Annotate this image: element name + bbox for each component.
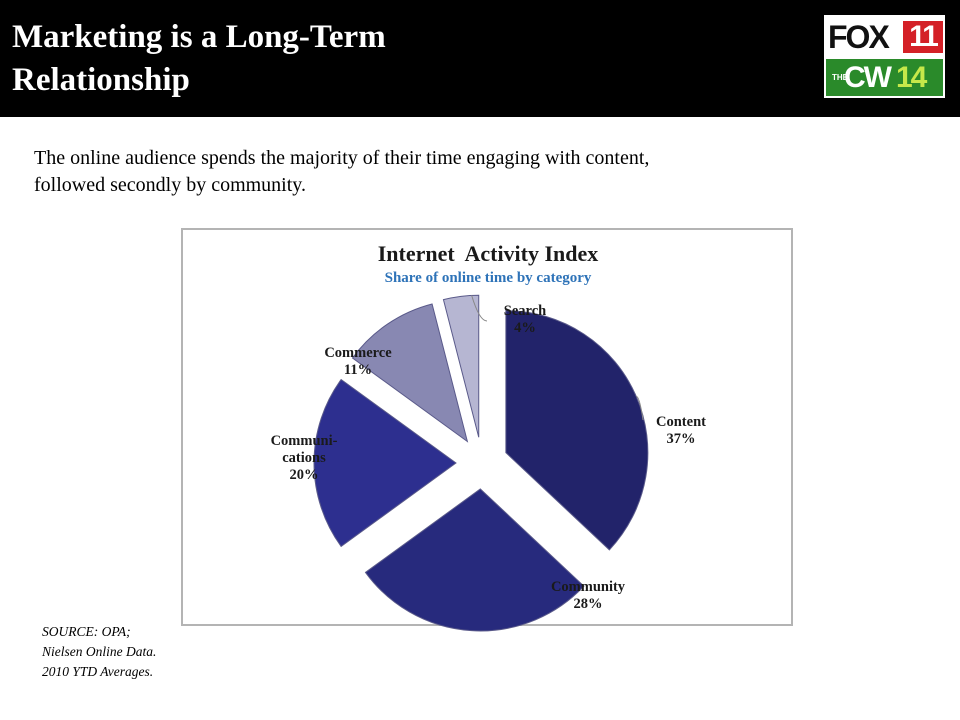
slice-label-line: 37% — [667, 431, 696, 447]
chart-subtitle: Share of online time by category — [385, 270, 592, 286]
slide-title: Marketing is a Long-Term Relationship — [12, 16, 712, 102]
leader-line-search — [471, 295, 488, 322]
pie-slice-communications — [313, 378, 457, 548]
leader-line-content — [635, 395, 644, 421]
slide-title-line-1: Marketing is a Long-Term — [12, 19, 386, 55]
title-bar: Marketing is a Long-Term Relationship FO… — [0, 0, 960, 117]
cw-logo-text: CW — [844, 61, 892, 94]
pie-slice-community — [364, 488, 585, 632]
slice-label-community: Community 28% — [551, 579, 626, 612]
slice-label-line: Community — [551, 579, 626, 595]
station-logo: FOX 11 THE CW 14 — [824, 15, 945, 98]
pie-slice-search — [442, 294, 480, 438]
slice-label-line: cations — [282, 450, 326, 466]
slice-label-line: Search — [504, 303, 546, 319]
intro-text: The online audience spends the majority … — [34, 145, 914, 199]
pie-slice-content — [505, 310, 649, 551]
slide-title-line-2: Relationship — [12, 62, 190, 98]
source-line-1: SOURCE: OPA; — [42, 624, 131, 639]
cw-logo: THE CW 14 — [826, 59, 943, 96]
fox-logo-text: FOX — [828, 19, 890, 55]
cw-logo-number: 14 — [896, 61, 927, 94]
slice-label-line: 11% — [344, 362, 372, 378]
slice-label-content: Content 37% — [656, 414, 706, 447]
cw-logo-prefix: THE — [832, 73, 848, 82]
slice-label-search: Search 4% — [504, 303, 546, 336]
intro-line-1: The online audience spends the majority … — [34, 147, 650, 169]
chart-title: Internet Activity Index — [378, 241, 599, 266]
slice-label-communications: Communi-cations 20% — [271, 433, 338, 483]
fox-logo: FOX 11 — [826, 18, 943, 56]
intro-line-2: followed secondly by community. — [34, 174, 306, 196]
pie-slice-commerce — [351, 303, 469, 443]
source-line-3: 2010 YTD Averages. — [42, 664, 154, 679]
slice-label-line: 28% — [574, 596, 603, 612]
source-line-2: Nielsen Online Data. — [42, 644, 157, 659]
source-note: SOURCE: OPA; Nielsen Online Data. 2010 Y… — [42, 622, 156, 682]
fox-logo-number: 11 — [903, 21, 943, 53]
slice-label-line: Content — [656, 414, 706, 430]
slice-label-line: 4% — [514, 320, 536, 336]
slice-label-line: Communi- — [271, 433, 338, 449]
slice-label-line: 20% — [290, 467, 319, 483]
slice-label-line: Commerce — [324, 345, 392, 361]
slice-label-commerce: Commerce 11% — [324, 345, 392, 378]
